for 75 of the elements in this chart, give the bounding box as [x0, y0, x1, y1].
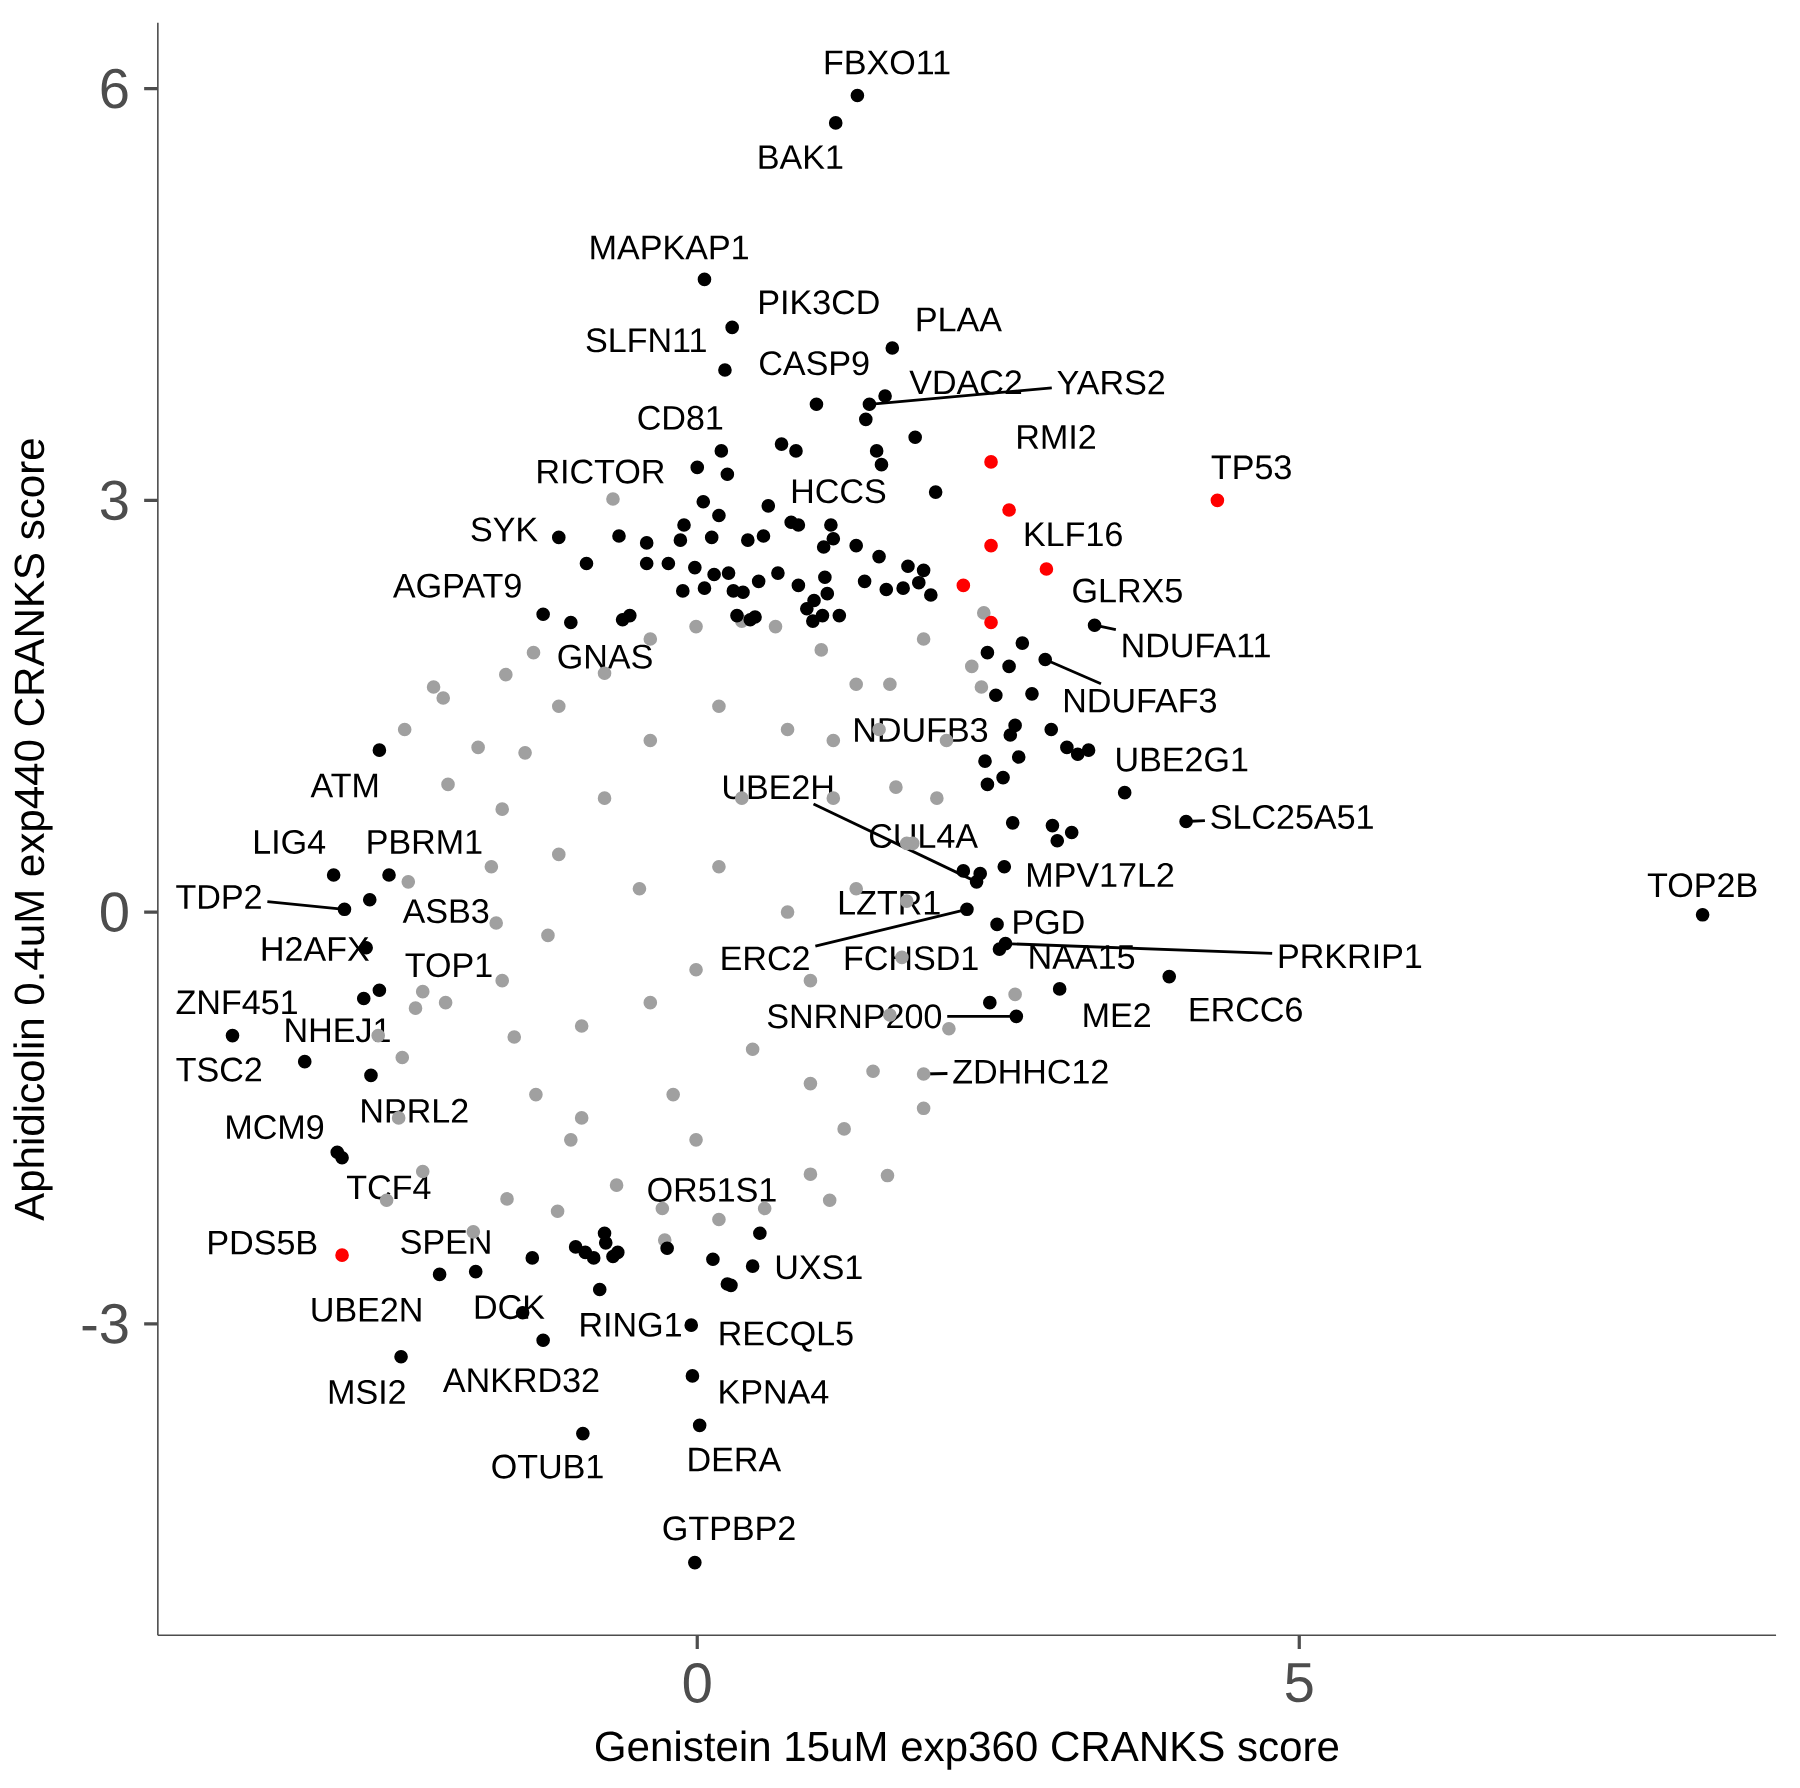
annotation: TOP2B: [1647, 873, 1757, 898]
annotation: NDUFB3: [855, 717, 988, 742]
annotation: ME2: [1084, 1003, 1150, 1027]
annotation: DERA: [689, 1447, 782, 1472]
annotation: ATM: [310, 773, 378, 798]
annotation: PDS5B: [209, 1230, 317, 1255]
annotation: RICTOR: [538, 459, 664, 484]
annotation: VDAC2: [909, 370, 1022, 395]
annotation: TSC2: [176, 1057, 262, 1082]
annotation: KPNA4: [720, 1380, 829, 1404]
annotation: MPV17L2: [1028, 862, 1174, 887]
annotation: UXS1: [776, 1255, 862, 1280]
annotation: NDUFA11: [1123, 633, 1270, 658]
annotation: LIG4: [254, 829, 326, 854]
annotation: PLAA: [917, 307, 1002, 332]
annotation: H2AFX: [262, 936, 369, 961]
annotation: TDP2: [176, 884, 261, 909]
annotation: PIK3CD: [760, 290, 879, 315]
annotation: AGPAT9: [392, 573, 521, 598]
annotation: MAPKAP1: [591, 235, 748, 260]
annotation: ERCC6: [1190, 997, 1302, 1022]
annotation: RECQL5: [720, 1321, 853, 1352]
annotation: YARS2: [1057, 370, 1165, 395]
point: [1039, 562, 1054, 576]
annotation: ERC2: [722, 946, 809, 971]
annotation: OTUB1: [492, 1454, 603, 1479]
annotation: UBE2N: [312, 1297, 421, 1322]
y-tick-label: 3: [100, 480, 128, 521]
annotation: PRKRIP1: [1279, 944, 1422, 968]
annotation: GLRX5: [1073, 578, 1182, 603]
annotation: KLF16: [1025, 522, 1122, 547]
x-tick-label: 5: [1285, 1663, 1313, 1703]
point: [956, 578, 971, 593]
point: [984, 538, 998, 553]
annotation: ANKRD32: [442, 1368, 599, 1393]
annotation: FCHSD1: [845, 946, 978, 971]
annotation: TCF4: [346, 1175, 431, 1200]
annotation: FBXO11: [825, 50, 950, 75]
annotation: ZDHHC12: [953, 1059, 1108, 1084]
annotation: SNRNP200: [767, 1004, 942, 1029]
annotation: MSI2: [329, 1379, 405, 1405]
annotation: TP53: [1211, 455, 1291, 480]
y-tick-label: 6: [101, 68, 128, 109]
annotation: UBE2H: [723, 775, 833, 800]
annotation: SPEN: [401, 1229, 490, 1254]
y-tick-label: -3: [82, 1303, 128, 1344]
annotation: RMI2: [1018, 424, 1096, 449]
annotation: UBE2G1: [1117, 747, 1248, 772]
annotation: PBRM1: [368, 830, 482, 854]
annotation: SLC25A51: [1211, 804, 1373, 829]
annotation: GTPBP2: [663, 1516, 795, 1541]
annotation: GNAS: [558, 644, 652, 669]
point: [1002, 503, 1016, 517]
x-axis-title: Genistein 15uM exp360 CRANKS score: [595, 1730, 1339, 1770]
annotation: SLFN11: [586, 328, 706, 353]
point: [1210, 493, 1225, 508]
annotation: PGD: [1014, 910, 1084, 935]
annotation: NDUFAF3: [1065, 688, 1216, 713]
annotation: SYK: [471, 517, 538, 542]
annotation: NPRL2: [362, 1098, 468, 1123]
annotation: TOP1: [405, 953, 492, 978]
annotation: RING1: [581, 1312, 681, 1337]
annotation: ZNF451: [176, 990, 297, 1015]
annotation: BAK1: [759, 145, 843, 169]
point: [335, 1248, 349, 1262]
annotation: HCCS: [792, 479, 886, 504]
y-tick-label: 0: [101, 892, 128, 932]
point: [984, 615, 998, 630]
annotation: ASB3: [402, 899, 489, 924]
annotation: CASP9: [760, 351, 869, 376]
annotation: OR51S1: [648, 1177, 776, 1202]
annotation: CD81: [638, 405, 723, 430]
point: [984, 455, 998, 469]
y-axis-title: Aphidicolin 0.4uM exp440 CRANKS score: [13, 439, 53, 1221]
annotation: MCM9: [227, 1115, 324, 1140]
